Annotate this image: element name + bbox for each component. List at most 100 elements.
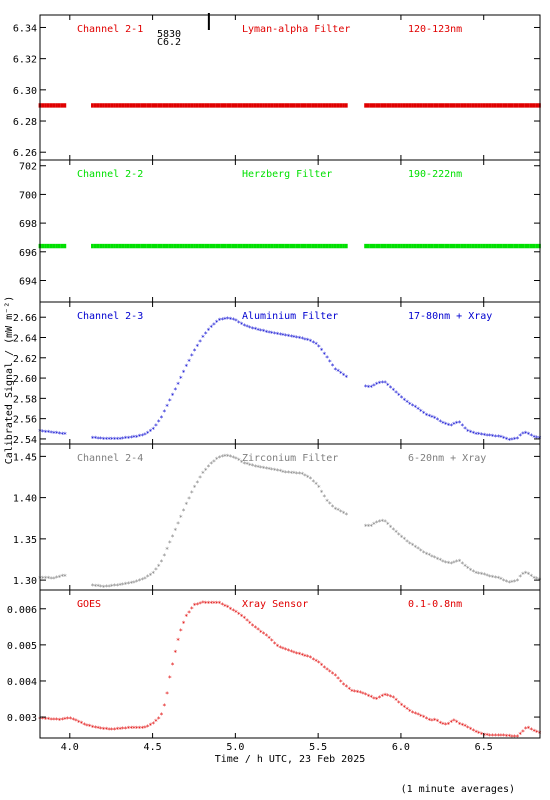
data-point [366, 103, 370, 108]
data-point [532, 103, 536, 108]
data-point [57, 103, 61, 108]
data-point [469, 103, 472, 108]
data-point: ∗ [402, 395, 406, 403]
data-point [380, 243, 384, 249]
data-point: ∗ [52, 428, 56, 436]
data-point [55, 243, 58, 249]
data-point [234, 243, 238, 249]
data-point [96, 243, 100, 249]
data-point: ∗ [272, 466, 276, 474]
data-point: ∗ [402, 535, 406, 543]
x-tick-label: 6.5 [475, 742, 493, 753]
data-point: ∗ [424, 714, 428, 722]
data-point: ∗ [457, 556, 461, 564]
data-point [538, 243, 541, 249]
panel-2-ticks: 694 696 698 700 702 [19, 160, 540, 302]
data-point [474, 243, 478, 249]
data-point: ∗ [388, 692, 392, 700]
data-point: ∗ [416, 404, 420, 412]
data-point [460, 243, 464, 249]
data-point [242, 103, 246, 108]
data-point [485, 103, 489, 108]
data-point [102, 103, 105, 108]
data-point [344, 103, 348, 108]
data-point [46, 103, 50, 108]
data-point: ∗ [369, 693, 373, 701]
data-point: ∗ [455, 557, 459, 565]
data-point: ∗ [54, 715, 58, 723]
data-point [325, 103, 329, 108]
data-point [441, 243, 445, 249]
data-point [502, 103, 505, 108]
data-point [176, 103, 180, 108]
data-point: ∗ [416, 544, 420, 552]
data-point [193, 103, 196, 108]
data-point [126, 243, 130, 249]
data-point: ∗ [43, 427, 47, 435]
data-point [212, 243, 216, 249]
data-point: ∗ [201, 332, 205, 340]
data-point [394, 103, 398, 108]
data-point: ∗ [333, 671, 337, 679]
data-point: ∗ [43, 714, 47, 722]
data-point: ∗ [104, 582, 108, 590]
data-point [416, 243, 420, 249]
data-point: ∗ [90, 433, 94, 441]
data-point: ∗ [391, 525, 395, 533]
data-point: ∗ [341, 508, 345, 516]
data-point: ∗ [168, 538, 172, 546]
data-point: ∗ [518, 572, 522, 580]
x-tick-label: 6.0 [392, 742, 410, 753]
data-point: ∗ [41, 714, 45, 722]
data-point: ∗ [49, 715, 53, 723]
data-point: ∗ [49, 574, 53, 582]
data-point: ∗ [377, 378, 381, 386]
data-point [93, 243, 97, 249]
data-point: ∗ [179, 513, 183, 521]
data-point [427, 243, 431, 249]
data-point: ∗ [181, 367, 185, 375]
data-point: ∗ [264, 464, 268, 472]
data-point [52, 103, 56, 108]
data-point: ∗ [107, 725, 111, 733]
data-point [515, 243, 519, 249]
data-point [455, 103, 459, 108]
data-point [342, 243, 345, 249]
data-point [256, 243, 260, 249]
data-point: ∗ [521, 727, 525, 735]
panel-3-ytick-label: 2.54 [13, 435, 37, 446]
data-point [107, 243, 111, 249]
data-point: ∗ [112, 581, 116, 589]
data-point [157, 243, 161, 249]
data-point [438, 243, 442, 249]
data-point: ∗ [419, 406, 423, 414]
data-point: ∗ [408, 707, 412, 715]
data-point [52, 243, 56, 249]
data-point [226, 243, 230, 249]
data-point: ∗ [107, 434, 111, 442]
data-point: ∗ [352, 687, 356, 695]
data-point [273, 103, 276, 108]
data-point: ∗ [187, 494, 191, 502]
data-point [256, 103, 260, 108]
data-point: ∗ [176, 635, 180, 643]
data-point [411, 103, 414, 108]
data-point: ∗ [466, 427, 470, 435]
data-point [518, 103, 522, 108]
data-point: ∗ [237, 318, 241, 326]
data-point [444, 103, 448, 108]
panel-3-ytick-label: 2.62 [13, 354, 37, 365]
data-point: ∗ [115, 434, 119, 442]
data-point [168, 103, 172, 108]
data-point [535, 243, 539, 249]
data-point [422, 103, 425, 108]
panel-5-points: ∗∗∗∗∗∗∗∗∗∗∗∗∗∗∗∗∗∗∗∗∗∗∗∗∗∗∗∗∗∗∗∗∗∗∗∗∗∗∗∗… [38, 598, 542, 740]
data-point: ∗ [212, 599, 216, 607]
data-point: ∗ [93, 723, 97, 731]
data-point [223, 103, 227, 108]
data-point [251, 103, 254, 108]
data-point [102, 243, 105, 249]
data-point: ∗ [303, 335, 307, 343]
data-point: ∗ [179, 373, 183, 381]
data-point [441, 103, 445, 108]
